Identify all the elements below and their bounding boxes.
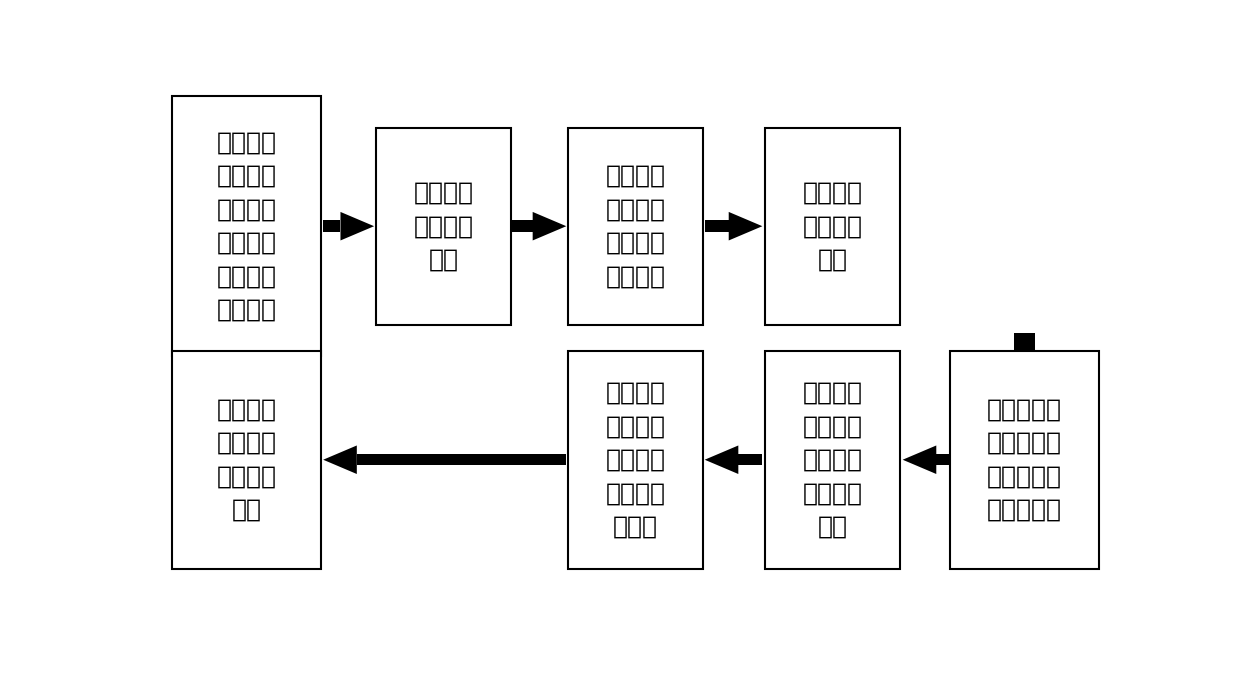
Text: 判断激光
接收模块
与激光发
射模块是
否配准: 判断激光 接收模块 与激光发 射模块是 否配准 [605, 381, 666, 539]
Bar [376, 127, 511, 325]
Polygon shape [903, 446, 936, 474]
Text: 粗定位光
纤输出信
标光源、
回波发生
器组件及
其分划板: 粗定位光 纤输出信 标光源、 回波发生 器组件及 其分划板 [216, 131, 277, 322]
Bar [512, 220, 533, 232]
Polygon shape [998, 374, 1052, 395]
Bar [738, 454, 763, 466]
Bar [172, 350, 321, 569]
Bar [704, 220, 729, 232]
Text: 用信标光粗
对准被测激
光测距系统
的瞄准模块: 用信标光粗 对准被测激 光测距系统 的瞄准模块 [987, 398, 1063, 522]
Bar [172, 96, 321, 356]
Bar [357, 454, 567, 466]
Text: 激光发散
角与激光
测试能力
测试: 激光发散 角与激光 测试能力 测试 [216, 398, 277, 522]
Polygon shape [341, 212, 374, 241]
Bar [1014, 332, 1035, 374]
Bar [765, 127, 900, 325]
Bar [568, 350, 703, 569]
Text: 精调延时
回波发生
器组件的
输出光纤: 精调延时 回波发生 器组件的 输出光纤 [605, 164, 666, 288]
Bar [936, 454, 952, 466]
Polygon shape [324, 446, 357, 474]
Bar [950, 350, 1099, 569]
Text: 瞄准系统
和激光发
射模块的
同轴精度
测试: 瞄准系统 和激光发 射模块的 同轴精度 测试 [802, 381, 863, 539]
Polygon shape [704, 446, 738, 474]
Polygon shape [729, 212, 763, 241]
Bar [568, 127, 703, 325]
Bar [324, 220, 341, 232]
Polygon shape [533, 212, 567, 241]
Text: 精调带有
刻线的分
划板: 精调带有 刻线的分 划板 [413, 181, 474, 272]
Text: 精调光纤
输出信标
光源: 精调光纤 输出信标 光源 [802, 181, 863, 272]
Bar [765, 350, 900, 569]
